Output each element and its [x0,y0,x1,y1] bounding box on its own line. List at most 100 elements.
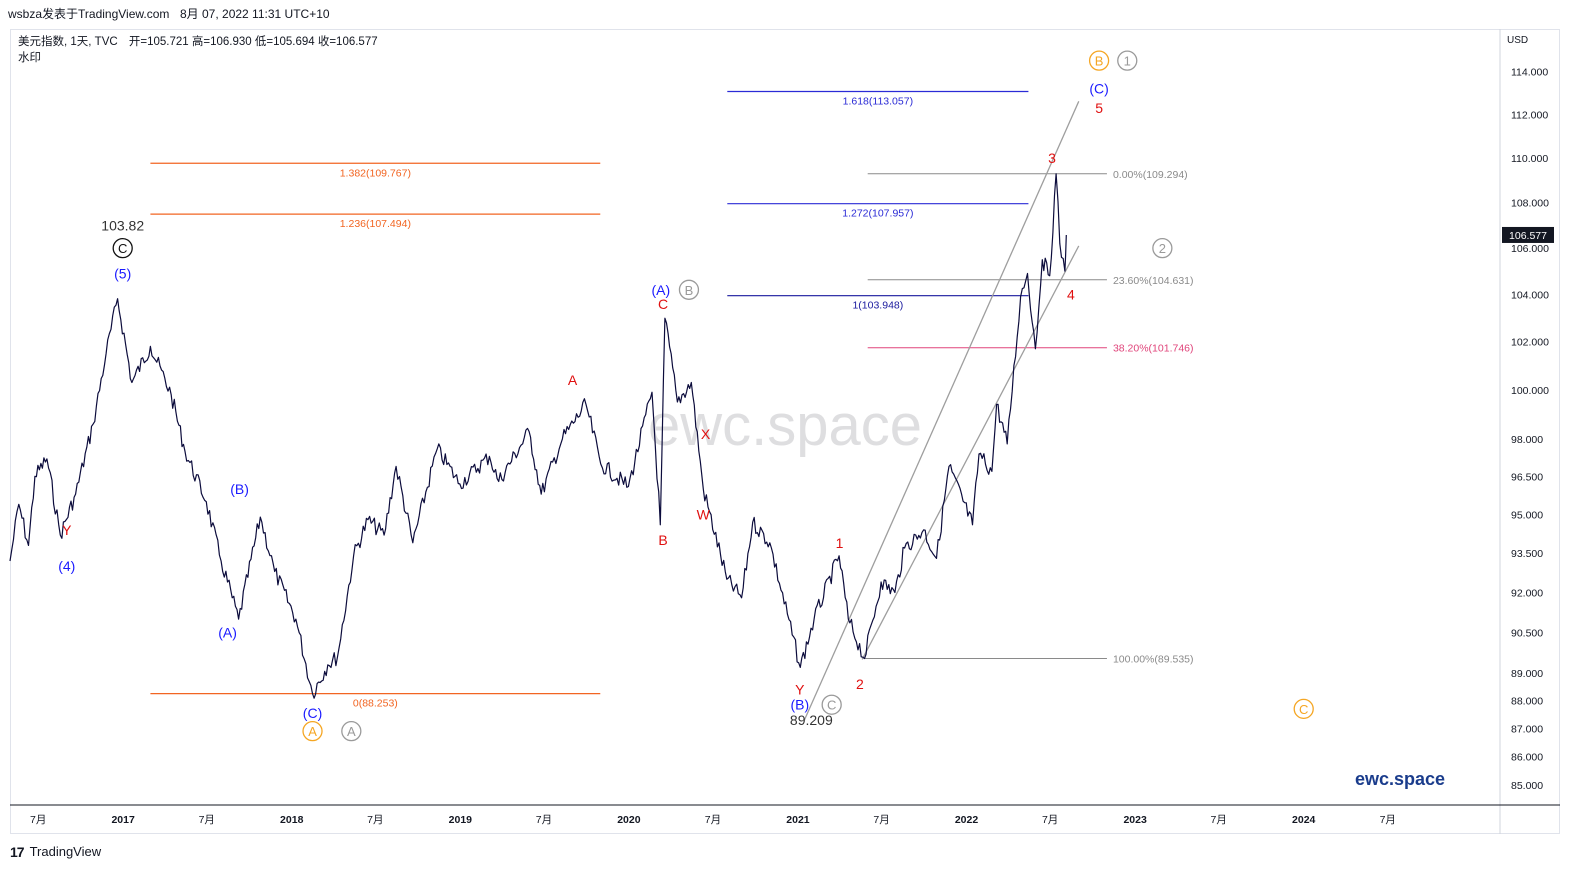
x-tick-label: 2018 [280,814,304,826]
tradingview-logo-text: TradingView [29,844,102,859]
wave-label: 2 [1159,241,1166,256]
x-tick-label: 2023 [1123,814,1147,826]
y-tick-label: 98.000 [1511,434,1543,446]
symbol-label: 美元指数, 1天, TVC [18,36,118,48]
x-tick-label: 2022 [955,814,979,826]
wave-label: (5) [114,266,131,282]
fib-extension-label: 1.272(107.957) [842,208,913,220]
ohlc-values: 开=105.721 高=106.930 低=105.694 收=106.577 [128,36,378,48]
watermark-text: ewc.space [648,393,922,458]
tradingview-logo-icon: 17 [10,844,25,860]
watermark-label: 水印 [18,52,41,64]
x-tick-label: 2021 [786,814,810,826]
price-series-line [9,173,1067,699]
fib-extension-label: 1.382(109.767) [340,167,411,179]
wave-label: 3 [1048,150,1056,166]
y-tick-label: 96.500 [1511,471,1543,483]
currency-label: USD [1507,35,1528,46]
y-tick-label: 87.000 [1511,723,1543,735]
wave-label: (C) [1089,80,1108,96]
x-tick-label: 7月 [536,814,552,826]
y-tick-label: 100.000 [1511,385,1549,397]
fib-retracement-label: 0.00%(109.294) [1113,169,1188,181]
wave-label: (A) [218,624,237,640]
x-tick-label: 7月 [1042,814,1058,826]
publish-header: wsbza发表于TradingView.com 8月 07, 2022 11:3… [0,0,1595,28]
chart-legend: 美元指数, 1天, TVC 开=105.721 高=106.930 低=105.… [18,34,378,66]
y-tick-label: 95.000 [1511,510,1543,522]
wave-label: X [701,426,711,442]
wave-label: 2 [856,676,864,692]
wave-label: C [827,698,836,713]
wave-label: Y [62,522,72,538]
wave-label-circle [1293,698,1314,720]
fib-extension-label: 1(103.948) [852,300,903,312]
wave-label: C [1299,702,1308,717]
chart-frame [10,29,1560,834]
fib-extension-label: 1.618(113.057) [843,95,913,107]
x-tick-label: 7月 [199,814,215,826]
wave-label-circle [821,694,842,715]
wave-label: A [308,724,317,739]
y-tick-label: 90.500 [1511,627,1543,639]
last-price-badge [1502,226,1554,243]
y-tick-label: 89.000 [1511,668,1543,680]
x-tick-label: 7月 [30,814,46,826]
wave-label-circle [1088,50,1110,71]
wave-label: 4 [1067,286,1075,302]
wave-label-circle [112,238,133,259]
y-tick-label: 106.000 [1511,243,1549,255]
wave-label: C [118,241,127,256]
y-tick-label: 114.000 [1511,66,1548,78]
wave-label: (B) [790,697,809,713]
y-tick-label: 93.500 [1511,548,1543,560]
y-tick-label: 86.000 [1511,751,1543,763]
wave-label: 103.82 [101,217,144,233]
x-tick-label: 7月 [873,814,889,826]
wave-label: A [347,724,356,739]
y-tick-label: 88.000 [1511,696,1543,708]
wave-label: (4) [58,558,75,574]
wave-label: C [658,296,668,312]
wave-label: (A) [651,282,670,298]
wave-label: B [658,532,667,548]
wave-label: 89.209 [790,712,833,728]
x-tick-label: 2020 [617,814,641,826]
y-tick-label: 104.000 [1511,289,1549,301]
wave-label: W [697,507,711,523]
wave-label: 1 [836,535,844,551]
x-tick-label: 7月 [1211,814,1227,826]
wave-label: 1 [1124,54,1131,69]
y-tick-label: 108.000 [1511,198,1549,210]
wave-label: A [568,372,578,388]
brand-text: ewc.space [1355,769,1445,789]
wave-label: B [685,283,694,298]
trend-channel-line [861,245,1080,660]
wave-label-circle [678,279,700,300]
trend-channel-line [803,101,1080,721]
x-tick-label: 7月 [1380,814,1396,826]
y-tick-label: 92.000 [1511,588,1543,600]
publish-timestamp: 8月 07, 2022 11:31 UTC+10 [180,7,330,21]
fib-extension-label: 0(88.253) [353,698,398,710]
y-tick-label: 85.000 [1511,780,1543,792]
fib-extension-label: 1.236(107.494) [340,218,411,230]
wave-label-circle [302,721,323,742]
fib-retracement-label: 23.60%(104.631) [1113,275,1194,287]
wave-label-circle [1152,238,1173,259]
wave-label-circle [1117,50,1138,71]
y-tick-label: 112.000 [1511,109,1548,121]
x-tick-label: 2019 [449,814,473,826]
wave-label: (C) [303,705,322,721]
y-tick-label: 102.000 [1511,337,1549,349]
fib-retracement-label: 38.20%(101.746) [1113,343,1194,355]
x-tick-label: 2024 [1292,814,1316,826]
fib-retracement-label: 100.00%(89.535) [1113,654,1194,666]
last-price-label: 106.577 [1509,230,1547,242]
wave-label: Y [795,682,805,698]
x-tick-label: 7月 [367,814,383,826]
wave-label-circle [341,721,362,742]
tradingview-footer: 17 TradingView [10,842,101,862]
x-tick-label: 7月 [705,814,721,826]
